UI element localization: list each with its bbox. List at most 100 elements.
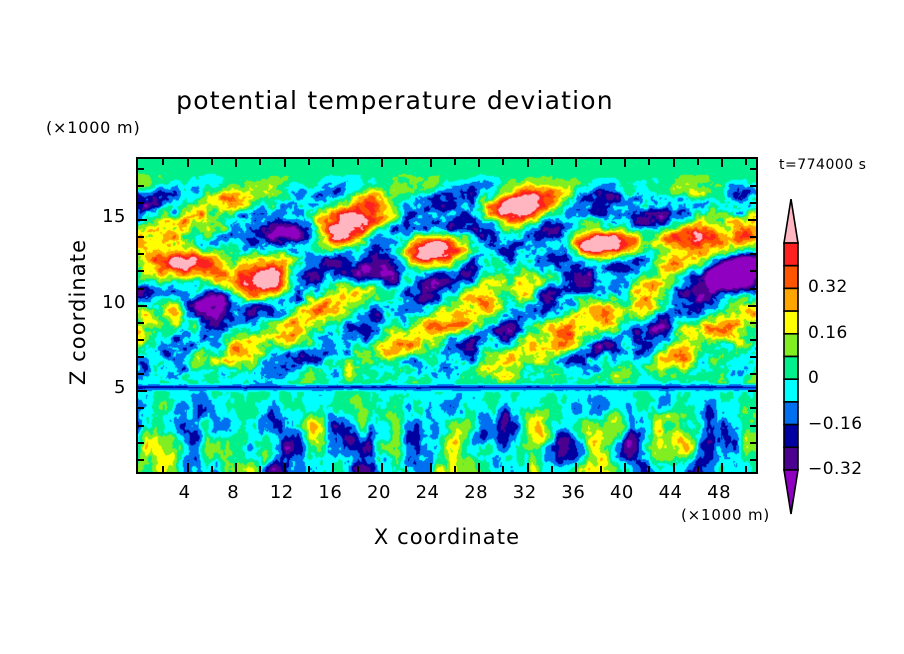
x-tick bbox=[623, 463, 626, 472]
colorbar-label: −0.16 bbox=[808, 413, 863, 434]
colorbar-band-orange bbox=[783, 287, 799, 312]
y-tick bbox=[138, 407, 144, 410]
x-tick-label: 32 bbox=[512, 482, 537, 503]
x-tick bbox=[186, 463, 189, 472]
x-tick-label: 36 bbox=[561, 482, 586, 503]
contour-plot-panel[interactable] bbox=[136, 157, 758, 474]
contour-field bbox=[138, 159, 756, 472]
y-tick bbox=[138, 338, 144, 341]
x-tick-label: 20 bbox=[367, 482, 391, 503]
y-tick bbox=[138, 458, 144, 461]
x-tick-label: 8 bbox=[227, 482, 240, 503]
x-tick-top bbox=[283, 159, 286, 167]
x-axis-units-label: (×1000 m) bbox=[681, 506, 771, 524]
colorbar-label: 0 bbox=[808, 368, 820, 389]
colorbar-cap-over-max-pink bbox=[783, 199, 799, 244]
y-tick-label: 15 bbox=[102, 205, 126, 227]
colorbar-label: −0.32 bbox=[808, 459, 863, 479]
x-tick-label: 28 bbox=[464, 482, 489, 503]
colorbar-band-cyan bbox=[783, 378, 799, 403]
x-tick-top bbox=[672, 159, 675, 167]
y-tick bbox=[138, 321, 144, 324]
x-tick-label: 12 bbox=[269, 482, 294, 503]
y-tick bbox=[138, 184, 144, 187]
y-tick bbox=[138, 424, 144, 427]
x-tick-top bbox=[259, 159, 262, 165]
x-tick-label: 16 bbox=[318, 482, 343, 503]
y-axis-title: Z coordinate bbox=[66, 238, 90, 386]
y-tick-right bbox=[750, 184, 756, 187]
x-tick bbox=[696, 466, 699, 472]
x-tick bbox=[259, 466, 262, 472]
x-axis-title: X coordinate bbox=[373, 525, 521, 549]
x-tick bbox=[332, 463, 335, 472]
y-tick-right bbox=[750, 321, 756, 324]
x-tick-top bbox=[429, 159, 432, 167]
x-tick bbox=[283, 463, 286, 472]
x-tick bbox=[502, 466, 505, 472]
x-tick-label: 4 bbox=[178, 482, 191, 503]
x-tick bbox=[429, 463, 432, 472]
x-tick-top bbox=[623, 159, 626, 167]
y-tick-right bbox=[750, 407, 756, 410]
x-tick bbox=[599, 466, 602, 472]
x-tick bbox=[162, 466, 165, 472]
y-tick bbox=[138, 270, 144, 273]
x-tick-top bbox=[599, 159, 602, 165]
y-tick bbox=[138, 218, 147, 221]
y-tick bbox=[138, 287, 144, 290]
x-tick-top bbox=[721, 159, 724, 167]
y-tick-label: 5 bbox=[114, 377, 126, 399]
colorbar-label: 0.16 bbox=[808, 322, 848, 343]
y-tick bbox=[138, 167, 144, 170]
y-tick bbox=[138, 390, 147, 393]
colorbar[interactable] bbox=[783, 199, 799, 519]
y-tick-right bbox=[750, 236, 756, 239]
x-tick-top bbox=[502, 159, 505, 165]
colorbar-band-spring-green bbox=[783, 355, 799, 381]
y-tick bbox=[138, 441, 144, 444]
x-tick bbox=[526, 463, 529, 472]
y-tick-right bbox=[748, 390, 756, 393]
y-tick-right bbox=[750, 424, 756, 427]
x-tick-top bbox=[356, 159, 359, 165]
colorbar-band-indigo bbox=[783, 446, 799, 471]
x-tick-top bbox=[235, 159, 238, 167]
colorbar-cap-under-min-purple bbox=[783, 469, 799, 515]
y-tick-right bbox=[750, 201, 756, 204]
y-tick-right bbox=[750, 253, 756, 256]
x-tick-top bbox=[210, 159, 213, 165]
x-tick bbox=[405, 466, 408, 472]
y-tick bbox=[138, 356, 144, 359]
time-annotation: t=774000 s bbox=[779, 157, 867, 173]
x-tick-label: 24 bbox=[415, 482, 440, 503]
x-tick-top bbox=[745, 159, 748, 165]
y-tick bbox=[138, 304, 147, 307]
y-tick bbox=[138, 253, 144, 256]
colorbar-band-blue bbox=[783, 401, 799, 426]
y-tick-right bbox=[750, 441, 756, 444]
z-axis-units-label: (×1000 m) bbox=[46, 118, 141, 137]
x-tick-top bbox=[453, 159, 456, 165]
x-tick-top bbox=[380, 159, 383, 167]
y-tick bbox=[138, 236, 144, 239]
x-tick bbox=[648, 466, 651, 472]
x-tick-top bbox=[648, 159, 651, 165]
x-tick bbox=[745, 466, 748, 472]
x-tick bbox=[575, 463, 578, 472]
x-tick-top bbox=[478, 159, 481, 167]
y-tick-right bbox=[750, 167, 756, 170]
y-tick-right bbox=[750, 458, 756, 461]
x-tick-top bbox=[405, 159, 408, 165]
y-tick-right bbox=[748, 218, 756, 221]
x-tick-label: 48 bbox=[707, 482, 732, 503]
colorbar-band-orange-red bbox=[783, 264, 799, 290]
x-tick-top bbox=[162, 159, 165, 165]
y-tick-right bbox=[750, 287, 756, 290]
y-tick-right bbox=[750, 373, 756, 376]
x-tick bbox=[551, 466, 554, 472]
colorbar-band-red bbox=[783, 242, 799, 267]
colorbar-band-yellow bbox=[783, 310, 799, 335]
colorbar-swatches bbox=[783, 199, 799, 515]
x-tick-top bbox=[575, 159, 578, 167]
